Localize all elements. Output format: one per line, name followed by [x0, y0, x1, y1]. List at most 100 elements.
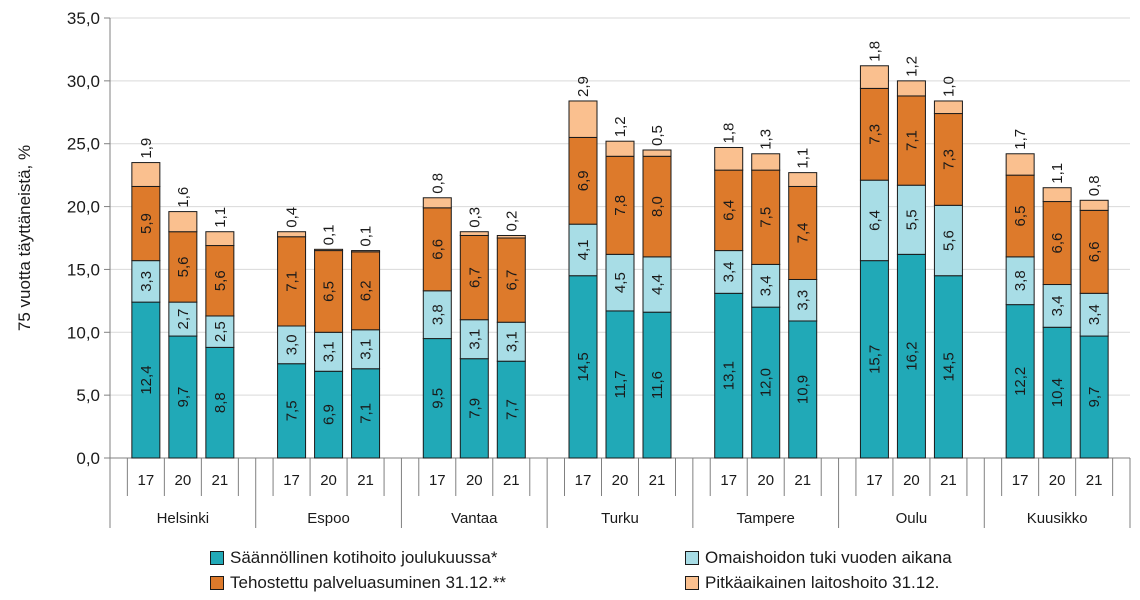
bar-segment [351, 250, 381, 253]
bar-value-label: 1,8 [721, 123, 738, 144]
bar-value-label: 14,5 [575, 352, 592, 381]
bar-value-label: 2,7 [175, 309, 192, 330]
x-year-label: 17 [866, 472, 883, 489]
bar-value-label: 8,0 [649, 196, 666, 217]
x-group-label: Helsinki [157, 510, 210, 527]
bar-segment [205, 245, 235, 317]
x-year-label: 17 [138, 472, 155, 489]
bar-segment [205, 231, 235, 247]
bar-segment [1079, 335, 1109, 459]
x-year-label: 20 [612, 472, 629, 489]
x-year-label: 20 [1049, 472, 1066, 489]
bar-value-label: 4,5 [612, 272, 629, 293]
bar-value-label: 14,5 [940, 352, 957, 381]
bar-value-label: 0,4 [284, 207, 301, 228]
bar-segment [933, 275, 963, 459]
bar-segment [496, 321, 526, 362]
bar-segment [459, 358, 489, 459]
legend-swatch-kotihoito [210, 551, 224, 565]
bar-value-label: 5,6 [212, 270, 229, 291]
bar-segment [422, 290, 452, 340]
bar-value-label: 5,6 [175, 256, 192, 277]
bar-segment [642, 149, 672, 157]
x-group-label: Kuusikko [1027, 510, 1088, 527]
x-group-label: Espoo [307, 510, 350, 527]
bar-value-label: 1,7 [1012, 129, 1029, 150]
x-year-label: 17 [283, 472, 300, 489]
bar-segment [568, 223, 598, 277]
legend-item-kotihoito: Säännöllinen kotihoito joulukuussa* [210, 548, 497, 568]
bar-value-label: 9,7 [1086, 387, 1103, 408]
bar-segment [277, 236, 307, 327]
bar-value-label: 6,4 [866, 210, 883, 231]
bar-segment [896, 80, 926, 97]
bar-segment [714, 250, 744, 294]
bar-value-label: 3,3 [795, 290, 812, 311]
x-year-label: 20 [466, 472, 483, 489]
bar-value-label: 2,5 [212, 321, 229, 342]
bar-segment [314, 248, 344, 252]
bar-value-label: 6,9 [321, 404, 338, 425]
bar-value-label: 0,8 [429, 173, 446, 194]
bar-value-label: 4,1 [575, 240, 592, 261]
bar-value-label: 1,2 [612, 116, 629, 137]
bar-segment [168, 211, 198, 233]
bar-value-label: 13,1 [721, 361, 738, 390]
bar-segment [605, 253, 635, 312]
bar-segment [422, 197, 452, 209]
bar-value-label: 7,1 [358, 403, 375, 424]
bar-value-label: 7,4 [795, 223, 812, 244]
bar-segment [751, 169, 781, 265]
bar-segment [1079, 209, 1109, 294]
bar-segment [422, 338, 452, 459]
x-group-label: Oulu [896, 510, 928, 527]
bar-value-label: 6,5 [1012, 206, 1029, 227]
bar-segment [131, 162, 161, 187]
bar-value-label: 10,4 [1049, 378, 1066, 407]
y-tick-label: 0,0 [76, 449, 100, 468]
bar-value-label: 0,1 [321, 224, 338, 245]
bar-value-label: 3,4 [721, 262, 738, 283]
legend-item-omaishoito: Omaishoidon tuki vuoden aikana [685, 548, 952, 568]
bar-segment [459, 231, 489, 236]
x-year-label: 21 [357, 472, 374, 489]
y-tick-label: 15,0 [67, 260, 100, 279]
bar-value-label: 6,5 [321, 281, 338, 302]
x-year-label: 17 [429, 472, 446, 489]
bar-segment [751, 153, 781, 171]
bar-value-label: 7,5 [758, 207, 775, 228]
bar-segment [788, 278, 818, 322]
bar-segment [168, 231, 198, 303]
bar-segment [131, 260, 161, 303]
bar-value-label: 1,2 [903, 56, 920, 77]
y-axis-title: 75 vuotta täyttäneistä, % [15, 145, 34, 331]
x-year-label: 20 [320, 472, 337, 489]
legend-label-palveluasuminen: Tehostettu palveluasuminen 31.12.** [230, 573, 506, 592]
bar-value-label: 3,4 [1086, 304, 1103, 325]
bar-segment [496, 234, 526, 239]
bar-value-label: 6,6 [1086, 241, 1103, 262]
x-year-label: 21 [649, 472, 666, 489]
bar-segment [351, 368, 381, 459]
bar-value-label: 6,9 [575, 170, 592, 191]
x-year-label: 21 [940, 472, 957, 489]
bar-segment [205, 315, 235, 348]
bar-segment [788, 320, 818, 459]
bar-segment [896, 184, 926, 255]
bar-value-label: 5,9 [138, 213, 155, 234]
bar-segment [859, 179, 889, 262]
bar-value-label: 1,0 [940, 76, 957, 97]
bar-value-label: 1,1 [1049, 163, 1066, 184]
bar-value-label: 9,7 [175, 387, 192, 408]
bar-segment [131, 301, 161, 459]
bar-value-label: 7,1 [284, 271, 301, 292]
bar-value-label: 6,4 [721, 200, 738, 221]
x-year-label: 21 [212, 472, 229, 489]
x-year-label: 21 [794, 472, 811, 489]
x-year-label: 17 [720, 472, 737, 489]
bar-value-label: 0,1 [358, 226, 375, 247]
bar-value-label: 0,2 [503, 211, 520, 232]
legend-item-laitoshoito: Pitkäaikainen laitoshoito 31.12. [685, 573, 939, 593]
x-year-label: 17 [1012, 472, 1029, 489]
bar-value-label: 3,4 [758, 275, 775, 296]
